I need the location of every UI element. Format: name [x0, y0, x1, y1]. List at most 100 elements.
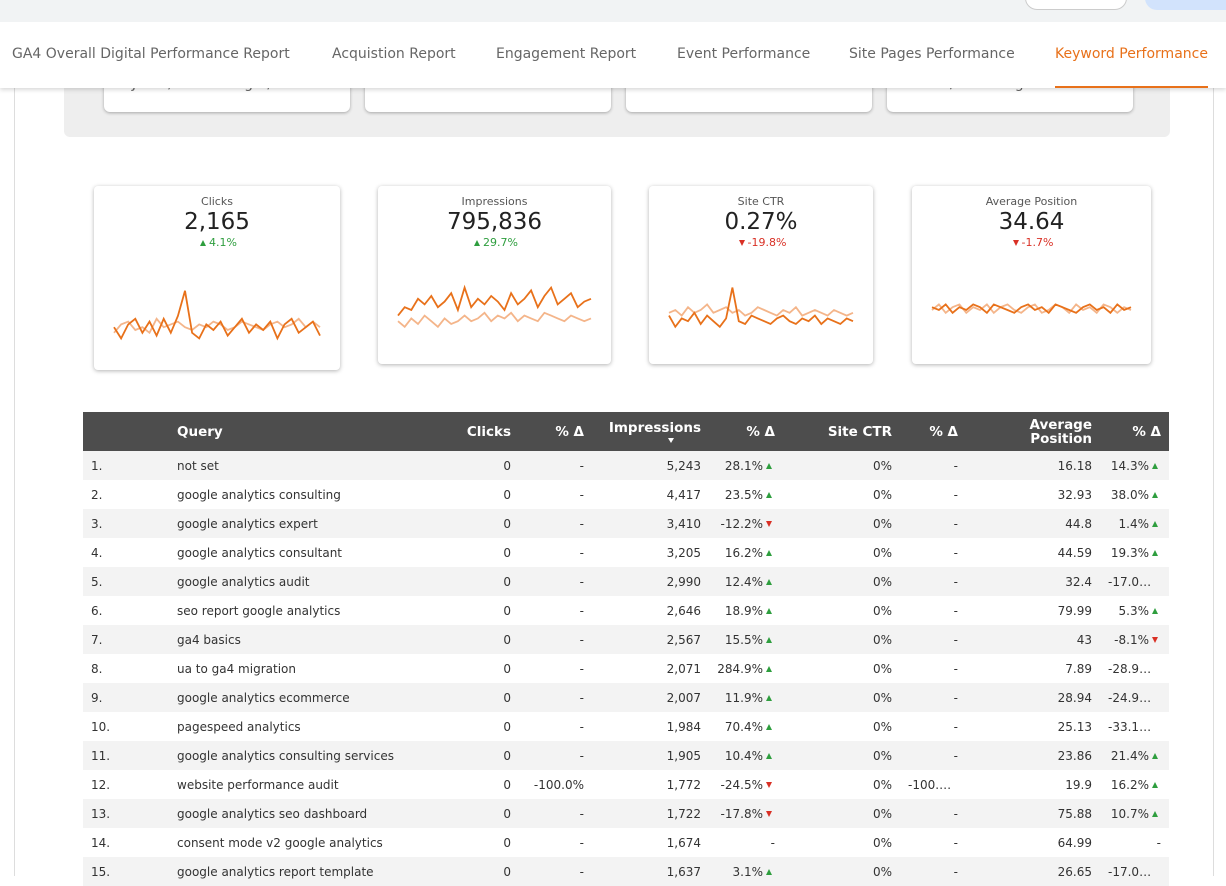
table-cell: 0	[429, 828, 519, 857]
table-cell: -	[519, 799, 592, 828]
change-arrow	[766, 462, 772, 469]
table-cell: -	[519, 712, 592, 741]
tab[interactable]: Acquistion Report	[332, 46, 456, 62]
cell-text: 38.0%	[1110, 487, 1149, 502]
cell-text: ua to ga4 migration	[177, 661, 296, 676]
tab[interactable]: Engagement Report	[496, 46, 637, 62]
cell-text: 1,722	[666, 806, 701, 821]
cell-text: 2,071	[666, 661, 701, 676]
cell-text: -	[953, 458, 958, 473]
table-cell: 19.3%	[1100, 538, 1169, 567]
header-text: Clicks	[466, 423, 511, 440]
cell-text: 16.18	[1057, 458, 1092, 473]
table-cell: -	[519, 538, 592, 567]
cell-text: 8.	[91, 661, 103, 676]
table-row: 5. google analytics audit 0 - 2,990 12.4% 0% - 3…	[83, 567, 1169, 596]
scorecard-value: 795,836	[446, 209, 543, 235]
cell-text: google analytics audit	[177, 574, 310, 589]
cell-text: -	[579, 603, 584, 618]
table-cell: 12.	[83, 770, 169, 799]
toolbar-button[interactable]	[1145, 0, 1226, 10]
cell-text: 15.5%	[724, 632, 763, 647]
header-cell: Query	[169, 412, 429, 451]
cell-text: -17.8%	[720, 806, 763, 821]
cell-text: pagespeed analytics	[177, 719, 301, 734]
cell-text: 15.	[91, 864, 111, 879]
cell-text: 0%	[872, 748, 892, 763]
cell-text: 2,990	[666, 574, 701, 589]
table-cell: 2,071	[592, 654, 709, 683]
change-arrow	[1153, 868, 1160, 875]
cell-text: 9.	[91, 690, 103, 705]
scorecard-label: Clicks	[201, 195, 233, 208]
cell-text: 0%	[872, 632, 892, 647]
table-cell: seo report google analytics	[169, 596, 429, 625]
table-cell: 0%	[783, 596, 900, 625]
table-cell: 1,984	[592, 712, 709, 741]
table-cell: not set	[169, 451, 429, 480]
cell-text: 0	[503, 719, 511, 734]
table-cell: 32.93	[966, 480, 1100, 509]
table-cell: -	[519, 741, 592, 770]
cell-text: 5,243	[666, 458, 701, 473]
table-cell: 0%	[783, 828, 900, 857]
cell-text: 16.2%	[724, 545, 763, 560]
filter-panel: Jun 7, 2025 - Aug 9, 20 Channels Event n…	[64, 40, 1170, 137]
table-cell: 0%	[783, 683, 900, 712]
change-arrow	[766, 752, 772, 759]
cell-text: -100.0%	[908, 777, 959, 792]
table-cell: 10.4%	[709, 741, 783, 770]
table-cell: 2,990	[592, 567, 709, 596]
cell-text: 0%	[872, 719, 892, 734]
table-cell: -	[709, 828, 783, 857]
table-cell: 0%	[783, 451, 900, 480]
cell-text: -12.2%	[720, 516, 763, 531]
table-cell: google analytics consulting services	[169, 741, 429, 770]
table-cell: -	[900, 509, 966, 538]
table-cell: 43	[966, 625, 1100, 654]
table-cell: 0%	[783, 857, 900, 886]
cell-text: 0%	[872, 690, 892, 705]
table-cell: 1,905	[592, 741, 709, 770]
table-cell: 14.	[83, 828, 169, 857]
table-cell: 3.	[83, 509, 169, 538]
cell-text: 28.94	[1057, 690, 1092, 705]
table-cell: 7.	[83, 625, 169, 654]
table-cell: google analytics expert	[169, 509, 429, 538]
table-cell: -	[519, 509, 592, 538]
table-cell: -	[900, 480, 966, 509]
cell-text: 0%	[872, 458, 892, 473]
table-cell: 5.3%	[1100, 596, 1169, 625]
change-arrow	[766, 868, 772, 875]
cell-text: -	[953, 748, 958, 763]
sparkline	[397, 284, 592, 329]
sparkline-current	[931, 303, 1132, 315]
cell-text: 43	[1076, 632, 1092, 647]
tab-active[interactable]: Keyword Performance	[1055, 46, 1208, 88]
cell-text: -	[1156, 835, 1161, 850]
table-cell: 18.9%	[709, 596, 783, 625]
tab[interactable]: Event Performance	[677, 46, 811, 62]
cell-text: -	[953, 574, 958, 589]
table-cell: 13.	[83, 799, 169, 828]
header-text: % Δ	[555, 423, 584, 440]
table-cell: 1,674	[592, 828, 709, 857]
cell-text: 5.3%	[1118, 603, 1150, 618]
cell-text: -28.9%	[1108, 661, 1151, 676]
change-arrow	[766, 491, 772, 498]
header-cell: Average Position	[966, 412, 1100, 451]
tab[interactable]: GA4 Overall Digital Performance Report	[12, 46, 290, 62]
top-bar	[0, 0, 1226, 22]
table-cell: 4.	[83, 538, 169, 567]
tab[interactable]: Site Pages Performance	[849, 46, 1015, 62]
change-arrow	[1153, 694, 1160, 701]
table-cell: 0%	[783, 712, 900, 741]
cell-text: -17.0%	[1108, 574, 1151, 589]
table-cell: 0	[429, 451, 519, 480]
cell-text: -	[579, 574, 584, 589]
toolbar-button[interactable]	[1025, 0, 1127, 10]
table-cell: 0	[429, 712, 519, 741]
table-cell: -	[519, 683, 592, 712]
table-row: 2. google analytics consulting 0 - 4,417 23.5…	[83, 480, 1169, 509]
cell-text: 0	[503, 690, 511, 705]
